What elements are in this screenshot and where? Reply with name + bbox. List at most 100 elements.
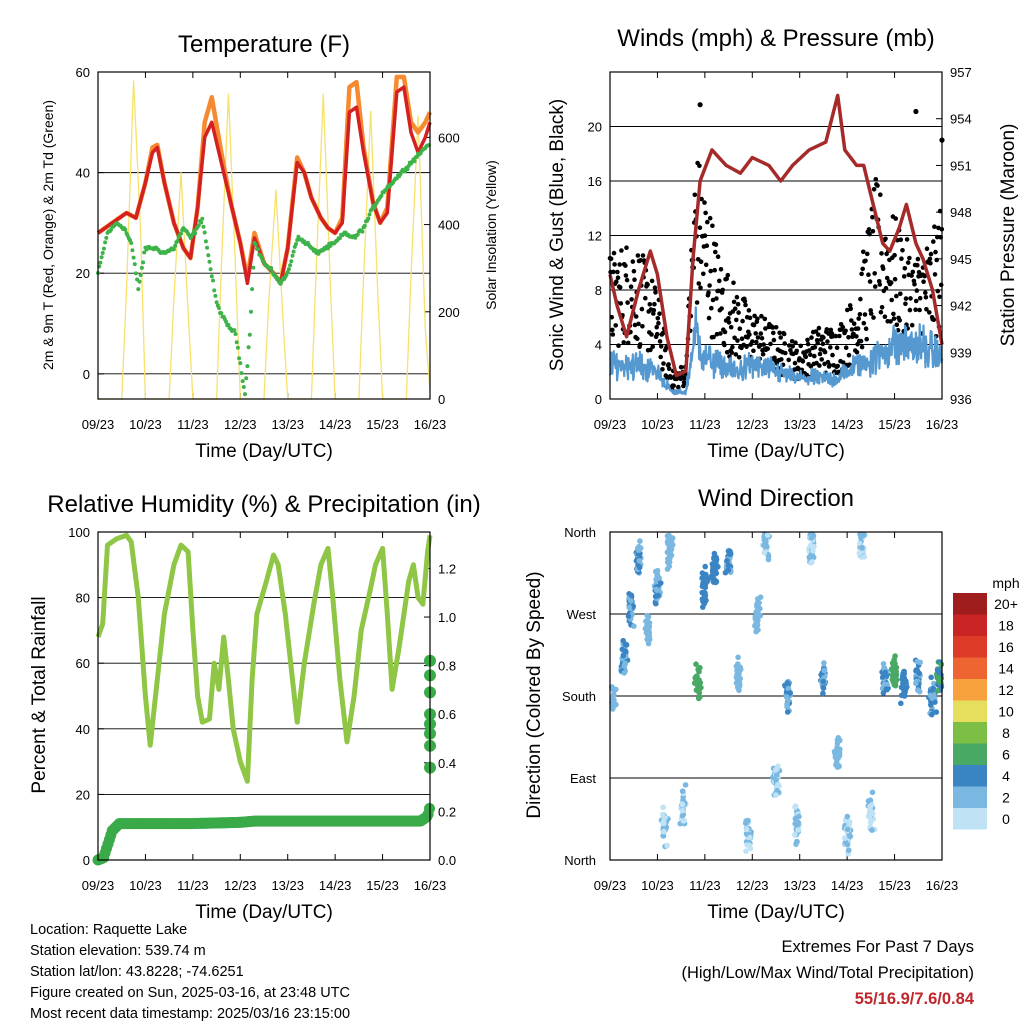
colorbar-label: 10: [998, 704, 1014, 720]
dewpoint-point: [239, 371, 244, 376]
gust-point: [913, 298, 919, 304]
direction-point: [841, 835, 848, 841]
gust-point: [716, 288, 721, 294]
y2-axis-label: Station Pressure (Maroon): [998, 124, 1019, 347]
direction-point: [847, 833, 854, 840]
direction-point: [861, 554, 868, 560]
gust-point: [755, 335, 761, 340]
y2-tick-label: 400: [438, 218, 460, 233]
y-axis-label: 2m & 9m T (Red, Orange) & 2m Td (Green): [40, 100, 56, 370]
x-tick-label: 16/23: [926, 878, 959, 893]
direction-point: [794, 838, 800, 845]
gust-point: [625, 340, 631, 346]
gust-point: [889, 297, 894, 303]
direction-point: [762, 539, 769, 545]
gust-point: [705, 219, 710, 225]
dewpoint-point: [199, 220, 204, 225]
gust-point: [868, 311, 874, 316]
gust-point: [860, 266, 865, 272]
gust-point: [754, 339, 759, 345]
dewpoint-point: [249, 309, 253, 314]
x-tick-label: 10/23: [641, 417, 674, 432]
gust-point: [652, 285, 658, 291]
colorbar-swatch: [953, 636, 987, 658]
direction-point: [666, 559, 673, 565]
gust-point: [863, 326, 869, 332]
direction-point: [785, 685, 792, 692]
gust-point: [632, 322, 638, 328]
dewpoint-point: [232, 328, 237, 333]
gust-point: [736, 355, 742, 360]
gust-point: [703, 210, 708, 216]
dewpoint-point: [235, 345, 240, 350]
direction-point: [628, 598, 634, 604]
direction-point: [773, 772, 780, 778]
direction-point: [725, 567, 732, 573]
colorbar-swatch: [953, 765, 987, 787]
gust-point: [731, 280, 736, 286]
x-tick-label: 11/23: [177, 417, 209, 432]
gust-point: [752, 313, 757, 319]
gust-point: [702, 233, 708, 238]
gust-point: [828, 345, 833, 350]
gust-point: [894, 293, 899, 299]
direction-point: [869, 789, 876, 796]
x-axis-label: Time (Day/UTC): [195, 441, 333, 462]
gust-point: [931, 317, 937, 323]
y-tick-label: 16: [588, 174, 602, 189]
dewpoint-point: [211, 278, 215, 283]
gust-point: [922, 273, 927, 279]
gust-point: [732, 306, 738, 312]
gust-point: [707, 283, 712, 288]
x-tick-label: 15/23: [366, 878, 399, 893]
colorbar-label: 6: [1002, 747, 1010, 763]
y2-tick-label: 936: [950, 392, 972, 407]
direction-point: [933, 709, 940, 715]
dewpoint-point: [171, 247, 176, 252]
direction-point: [753, 618, 759, 624]
direction-point: [844, 813, 851, 820]
colorbar-swatch: [953, 786, 987, 808]
plot-frame: [609, 531, 943, 861]
gust-point: [736, 310, 741, 315]
gust-point: [907, 307, 913, 313]
direction-point: [620, 652, 627, 659]
wind-speed-line: [608, 306, 944, 396]
gust-point: [643, 295, 648, 301]
gust-point: [647, 302, 653, 307]
gust-point: [817, 363, 822, 368]
gust-point: [624, 245, 629, 250]
y-tick-label: 60: [76, 656, 90, 671]
gust-point: [916, 269, 922, 275]
gust-point: [759, 313, 764, 319]
gust-point: [792, 360, 798, 366]
direction-point: [796, 813, 802, 820]
gust-point: [900, 248, 905, 253]
gust-point: [726, 320, 732, 325]
y2-tick-label: 948: [950, 205, 972, 220]
x-tick-label: 15/23: [366, 417, 399, 432]
colorbar-label: 12: [998, 682, 1014, 698]
gust-point: [928, 251, 934, 257]
x-tick-label: 13/23: [783, 878, 816, 893]
gust-point: [878, 192, 883, 197]
gust-point: [914, 288, 920, 293]
x-tick-label: 15/23: [878, 878, 911, 893]
gust-point: [732, 335, 737, 341]
gust-point: [699, 196, 704, 202]
gust-point: [653, 290, 658, 295]
gust-point: [751, 322, 757, 328]
gust-point: [661, 361, 666, 366]
direction-point: [883, 686, 890, 692]
gust-point: [840, 324, 846, 330]
gust-point: [848, 306, 853, 312]
gust-point: [735, 338, 740, 343]
direction-point: [821, 667, 828, 674]
gust-point: [812, 345, 818, 350]
direction-point: [913, 680, 919, 687]
dewpoint-point: [101, 246, 106, 251]
dewpoint-point: [412, 159, 417, 164]
y2-tick-label: 0.2: [438, 804, 456, 819]
direction-point: [644, 612, 650, 619]
gust-point: [758, 331, 764, 336]
